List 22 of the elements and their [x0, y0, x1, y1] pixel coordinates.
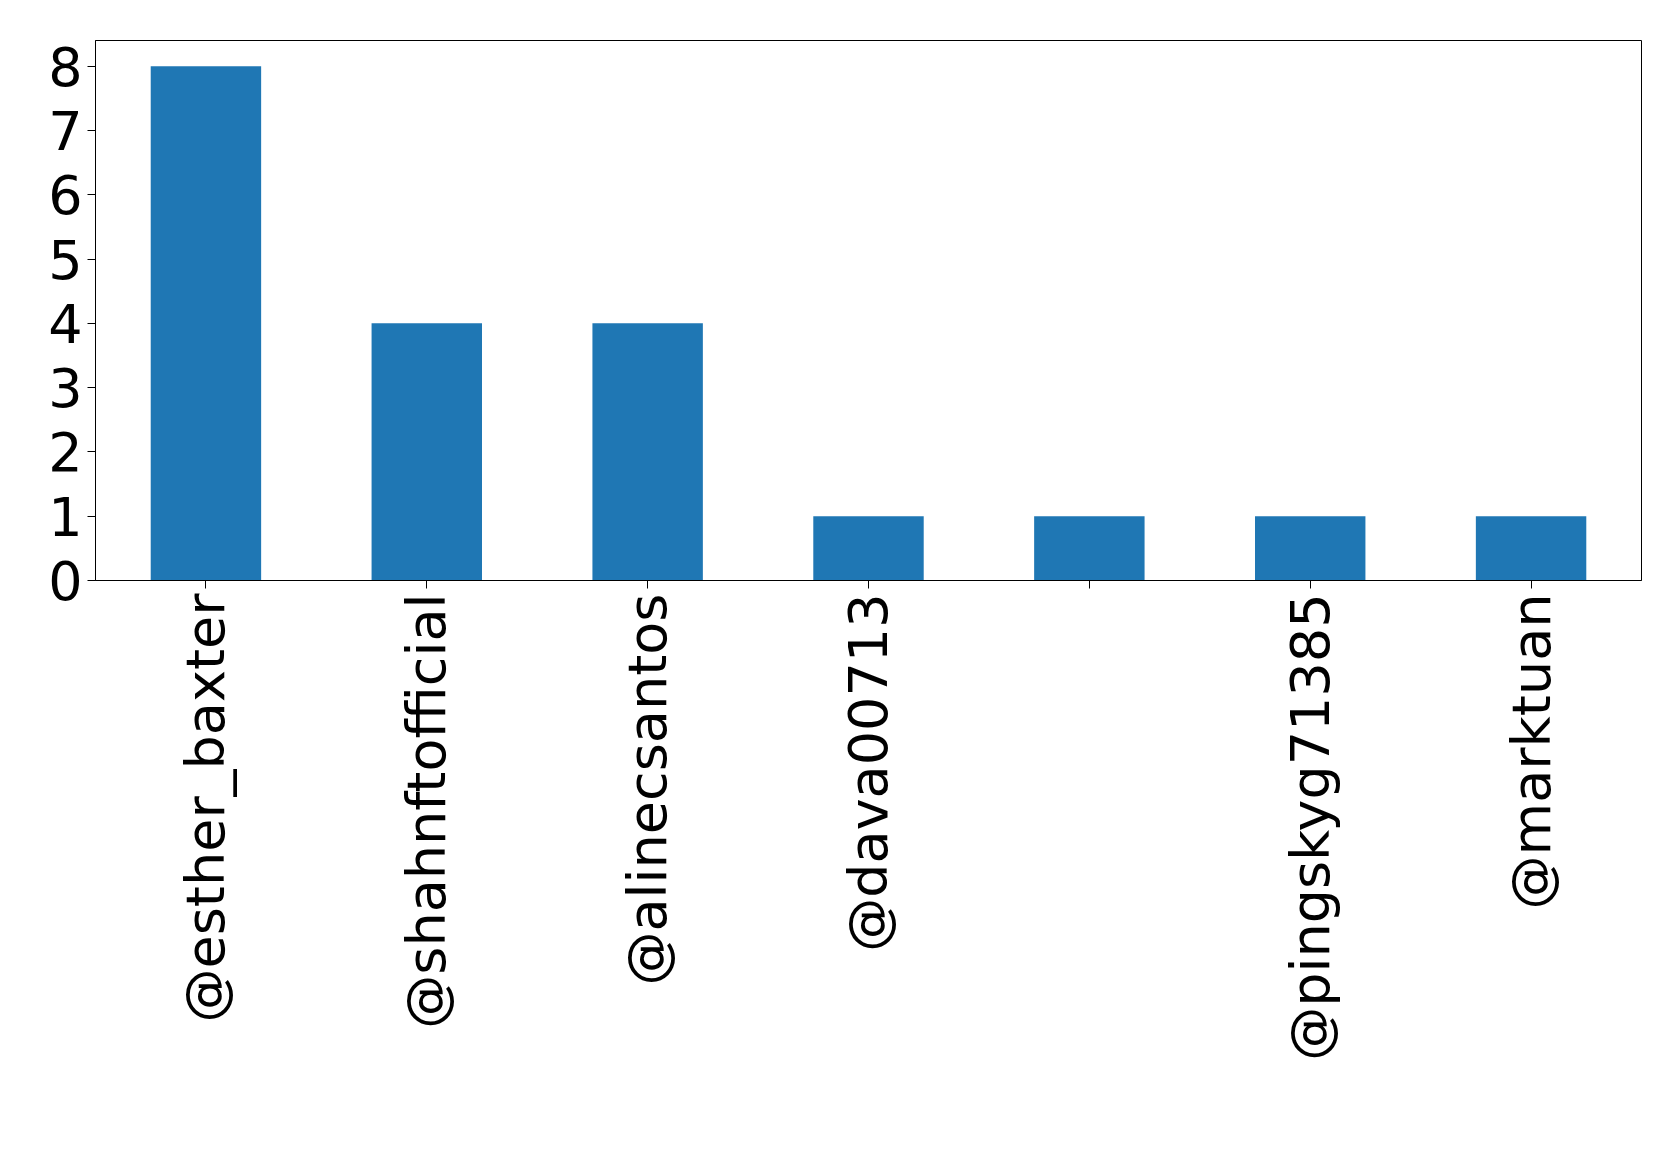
y-tick-label: 6	[48, 164, 83, 228]
y-tick-label: 5	[48, 228, 83, 292]
x-tick-label: @alinecsantos	[616, 593, 680, 986]
x-tick-label: @shahnftofficial	[395, 593, 459, 1029]
bar	[1255, 516, 1366, 581]
x-tick-label: @marktuan	[1499, 593, 1563, 910]
bar	[150, 66, 262, 581]
x-tick-label: @esther_baxter	[174, 592, 238, 1023]
y-tick-label: 4	[48, 292, 83, 356]
y-tick-label: 0	[48, 550, 83, 613]
y-tick-label: 7	[48, 100, 83, 163]
bar	[592, 323, 703, 581]
y-tick-label: 2	[48, 421, 83, 485]
x-tick-label: @dava00713	[837, 593, 900, 952]
bar	[813, 516, 924, 581]
y-tick-label: 3	[48, 357, 83, 421]
bar	[1034, 516, 1145, 581]
x-tick-label: @pingskyg71385	[1278, 593, 1342, 1061]
y-tick-label: 1	[48, 485, 83, 549]
y-tick-label: 8	[48, 35, 83, 99]
bar	[1475, 516, 1587, 581]
bar	[371, 323, 482, 581]
